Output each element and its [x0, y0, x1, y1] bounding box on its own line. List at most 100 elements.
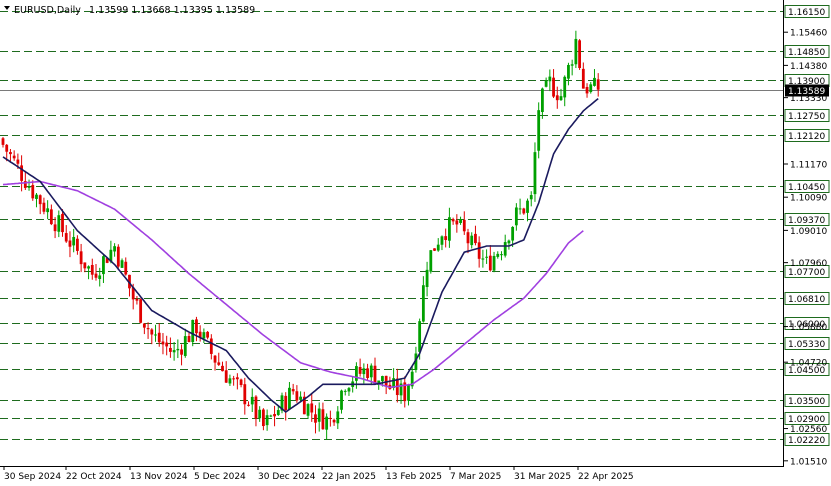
- candle-body: [195, 319, 198, 334]
- date-tick-label: 31 Mar 2025: [514, 472, 571, 482]
- level-label-box: [784, 363, 830, 376]
- candle-body: [116, 246, 120, 267]
- candle-body: [470, 235, 474, 246]
- candle-body: [113, 246, 116, 252]
- dropdown-triangle-icon[interactable]: [4, 6, 10, 10]
- price-tick-label: 1.13330: [790, 94, 827, 104]
- date-tick-label: 22 Oct 2024: [66, 472, 122, 482]
- candle-body: [76, 238, 79, 251]
- candle-body: [500, 254, 503, 256]
- level-label-box: [784, 292, 830, 305]
- candle-body: [109, 249, 113, 262]
- candle-body: [169, 347, 172, 352]
- price-tick-label: 1.10090: [790, 194, 827, 204]
- candle-body: [355, 366, 358, 381]
- candle-body: [302, 396, 306, 415]
- chart-header: EURUSD,Daily 1.13599 1.13668 1.13395 1.1…: [4, 5, 255, 16]
- candle-body: [72, 236, 76, 246]
- candle-body: [314, 414, 317, 423]
- level-label: 1.06000: [788, 320, 825, 330]
- candles: [1, 30, 600, 440]
- candle-body: [38, 195, 42, 205]
- candle-body: [384, 375, 388, 386]
- candle-body: [64, 233, 68, 242]
- candle-body: [552, 77, 555, 97]
- candle-body: [455, 220, 459, 225]
- candle-body: [507, 240, 511, 244]
- candle-body: [35, 194, 38, 199]
- level-label-box: [784, 265, 830, 278]
- candle-body: [258, 409, 262, 419]
- candle-body: [57, 215, 61, 232]
- candle-body: [161, 341, 165, 345]
- candle-body: [585, 86, 589, 94]
- candle-body: [288, 387, 291, 410]
- candle-body: [150, 329, 154, 335]
- date-tick-label: 30 Dec 2024: [258, 472, 316, 482]
- candle-body: [142, 323, 146, 328]
- candle-body: [139, 299, 143, 323]
- candle-body: [102, 256, 105, 275]
- candle-body: [462, 219, 466, 232]
- candle-body: [243, 384, 247, 405]
- price-tick-label: 1.07960: [790, 259, 827, 269]
- level-label: 1.05330: [788, 340, 825, 350]
- level-label-box: [784, 433, 830, 446]
- candle-body: [503, 242, 507, 256]
- candle-body: [124, 261, 128, 275]
- level-label: 1.14850: [788, 48, 825, 58]
- level-label: 1.06810: [788, 295, 825, 305]
- candle-body: [31, 185, 35, 199]
- candle-body: [157, 332, 161, 343]
- candle-body: [596, 79, 600, 90]
- price-tick-label: 1.01510: [790, 457, 827, 467]
- date-tick-label: 7 Mar 2025: [450, 472, 501, 482]
- candle-body: [276, 410, 280, 415]
- candle-body: [381, 376, 384, 382]
- candle-body: [362, 368, 366, 375]
- candle-body: [440, 236, 444, 245]
- level-label: 1.04500: [788, 366, 825, 376]
- candle-body: [135, 298, 139, 301]
- candle-body: [202, 332, 206, 339]
- level-label: 1.10450: [788, 183, 825, 193]
- candle-body: [589, 84, 593, 93]
- candle-body: [83, 262, 87, 269]
- candle-body: [567, 64, 570, 79]
- price-tick-label: 1.05880: [790, 323, 827, 333]
- candle-body: [448, 217, 451, 241]
- candle-body: [366, 368, 369, 379]
- candle-body: [317, 408, 321, 422]
- date-tick-label: 5 Dec 2024: [194, 472, 246, 482]
- time-axis: 30 Sep 2024 22 Oct 2024 13 Nov 2024 5 Dec 2…: [3, 466, 634, 482]
- level-label: 1.02900: [788, 415, 825, 425]
- candle-body: [53, 224, 57, 232]
- candle-body: [485, 256, 488, 258]
- date-tick-label: 30 Sep 2024: [4, 472, 61, 482]
- candle-body: [46, 208, 50, 213]
- level-label: 1.07700: [788, 268, 825, 278]
- date-tick-label: 22 Jan 2025: [322, 472, 376, 482]
- candle-body: [235, 377, 239, 380]
- moving-averages: [2, 97, 599, 414]
- candle-body: [254, 396, 258, 419]
- candle-body: [574, 38, 578, 65]
- level-label-box: [784, 213, 830, 226]
- candle-body: [559, 96, 563, 101]
- date-tick-label: 13 Feb 2025: [386, 472, 442, 482]
- candle-body: [224, 370, 228, 383]
- candle-body: [198, 331, 202, 338]
- price-tick-label: 1.09010: [790, 227, 827, 237]
- candle-body: [68, 240, 72, 247]
- candle-body: [522, 208, 526, 214]
- candle-body: [533, 152, 537, 195]
- candle-body: [529, 195, 533, 200]
- price-axis: 1.16150 1.14850 1.13900 1.12750 1.12120 1.104…: [784, 5, 830, 467]
- candle-body: [87, 266, 90, 269]
- candle-body: [369, 365, 373, 378]
- candle-body: [421, 285, 425, 322]
- candle-body: [269, 415, 273, 417]
- candle-body: [206, 331, 209, 338]
- candle-body: [578, 40, 581, 69]
